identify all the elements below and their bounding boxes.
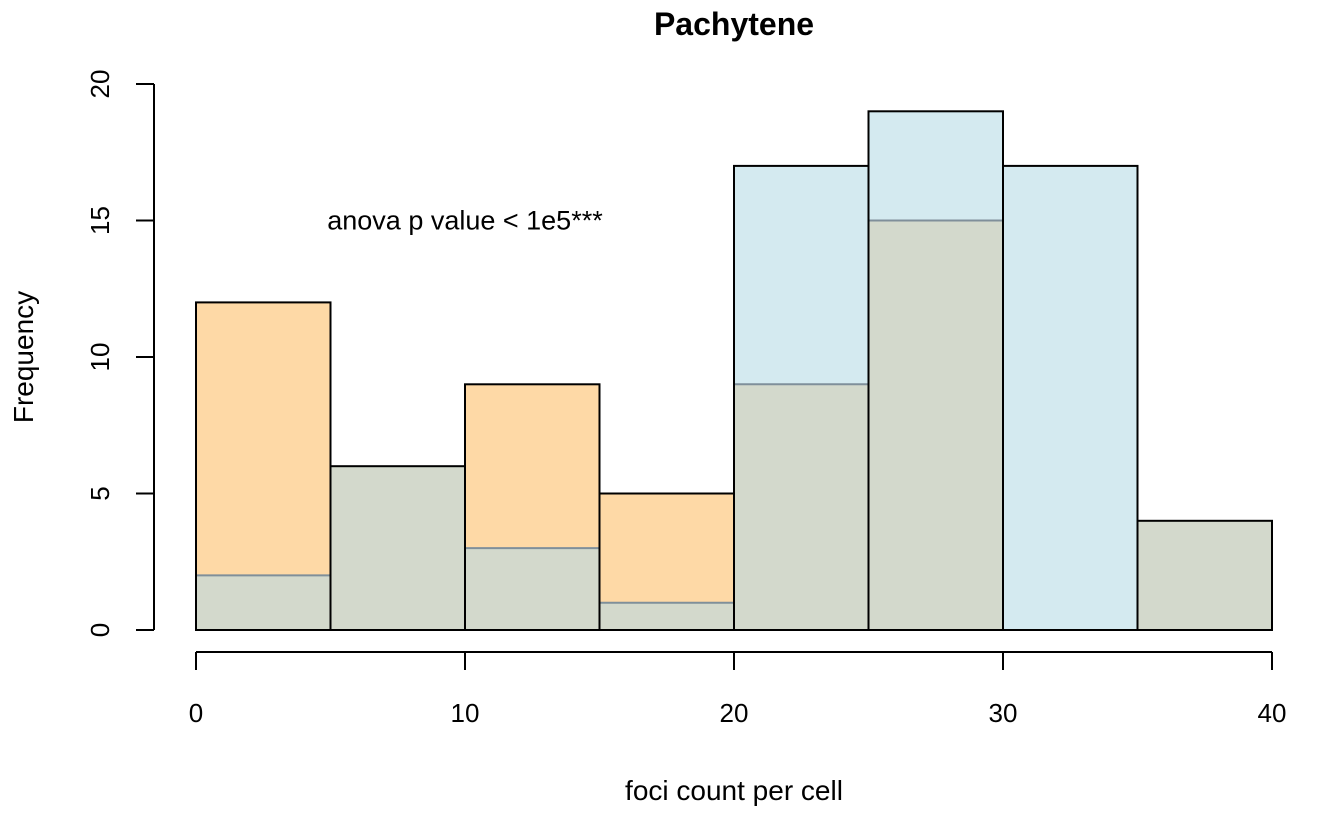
histogram-bar-top (465, 384, 600, 549)
histogram-bar-top (196, 302, 331, 576)
histogram-bar-top (734, 165, 869, 385)
histogram-bar-top (1003, 165, 1138, 630)
histogram-bar-overlap (734, 384, 869, 630)
histogram-bar-top (599, 493, 734, 603)
histogram-bar-overlap (1137, 520, 1272, 630)
histogram-bar-top (868, 111, 1003, 221)
anova-annotation: anova p value < 1e5*** (327, 206, 603, 236)
y-tick-label: 20 (85, 70, 115, 99)
x-tick-label: 0 (189, 698, 203, 728)
histogram-bar-overlap (599, 602, 734, 630)
histogram-bar-outline (1136, 519, 1273, 631)
x-axis-label: foci count per cell (625, 775, 843, 806)
y-tick-label: 5 (85, 486, 115, 500)
histogram-bar-overlap (330, 466, 465, 630)
histogram-bar-overlap (196, 575, 331, 630)
histogram-bar-overlap (465, 548, 600, 630)
x-axis: 0 10 20 30 40 (189, 651, 1287, 728)
y-tick-label: 0 (85, 623, 115, 637)
bars-group (195, 110, 1273, 632)
y-axis: 0 5 10 15 20 (85, 70, 155, 637)
x-tick-label: 20 (720, 698, 749, 728)
x-tick-label: 40 (1258, 698, 1287, 728)
chart-title: Pachytene (654, 6, 814, 42)
y-tick-label: 10 (85, 343, 115, 372)
histogram-bar-overlap (868, 220, 1003, 630)
x-tick-label: 10 (451, 698, 480, 728)
y-tick-label: 15 (85, 206, 115, 235)
histogram-bar-outline (1002, 164, 1139, 631)
y-axis-label: Frequency (8, 291, 39, 423)
x-tick-label: 30 (989, 698, 1018, 728)
